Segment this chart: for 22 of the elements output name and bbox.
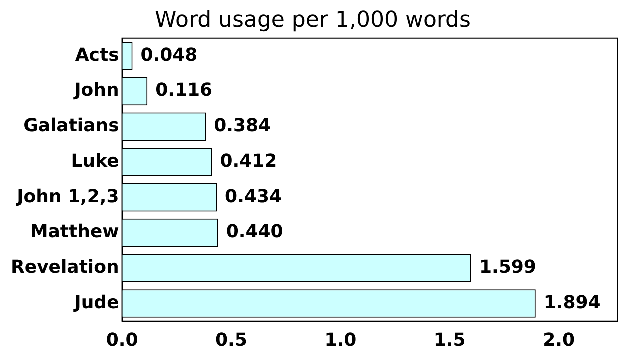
data-label: 0.440	[226, 222, 284, 243]
x-tick-label: 1.0	[324, 330, 357, 351]
data-label: 0.384	[214, 116, 272, 137]
data-label: 0.412	[220, 150, 278, 172]
data-label: 1.599	[479, 257, 536, 278]
y-tick-label: Jude	[72, 292, 120, 314]
y-tick-label: Acts	[75, 44, 120, 66]
data-label: 1.894	[544, 292, 601, 314]
x-tick-label: 0.5	[216, 330, 248, 351]
x-tick-label: 2.0	[543, 330, 575, 351]
data-label: 0.048	[140, 44, 198, 66]
chart-title: Word usage per 1,000 words	[155, 8, 471, 33]
y-tick-label: John 1,2,3	[15, 186, 120, 208]
y-tick-label: Revelation	[11, 257, 120, 278]
x-tick-label: 1.5	[434, 330, 466, 351]
data-label: 0.434	[225, 186, 282, 208]
y-tick-label: Matthew	[30, 222, 120, 243]
y-tick-label: Luke	[71, 150, 120, 172]
y-tick-label: Galatians	[24, 116, 120, 137]
data-label: 0.116	[156, 80, 213, 102]
y-tick-label: John	[72, 80, 120, 102]
x-tick-label: 0.0	[106, 330, 138, 351]
